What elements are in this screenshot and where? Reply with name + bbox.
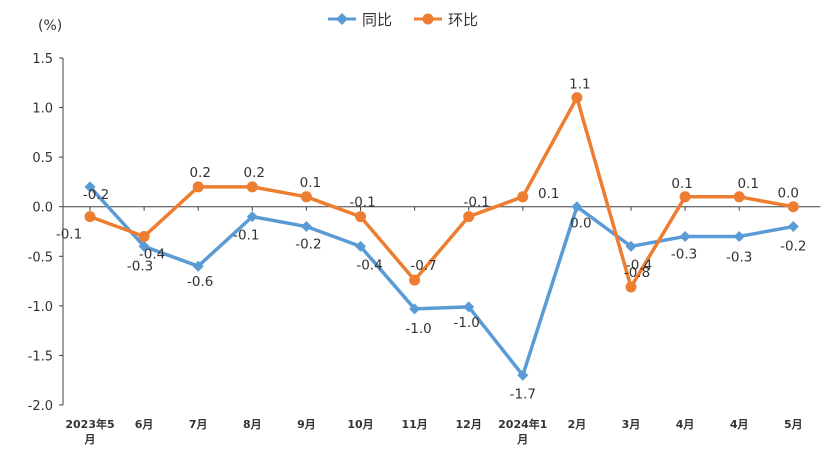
x-tick-label: 月: [84, 433, 96, 446]
x-tick-label: 2月: [568, 418, 587, 431]
data-label-yoy: 0.0: [570, 216, 591, 232]
x-tick-label: 10月: [347, 418, 373, 431]
data-label-yoy: -0.3: [726, 249, 752, 265]
data-point-circle: [300, 191, 312, 203]
data-point-diamond: [571, 201, 583, 213]
data-point-circle: [517, 191, 529, 203]
x-tick-label: 4月: [730, 418, 749, 431]
data-label-mom: 0.1: [671, 176, 692, 192]
data-point-diamond: [625, 240, 637, 252]
data-label-mom: 0.2: [244, 165, 265, 181]
data-label-yoy: -1.7: [510, 386, 536, 402]
series-layer: [84, 92, 799, 381]
y-unit-label: (%): [38, 18, 62, 34]
series-line-0: [88, 185, 794, 378]
data-point-diamond: [463, 301, 475, 313]
data-point-circle: [625, 281, 637, 293]
y-tick-label: -1.5: [28, 349, 53, 364]
data-point-circle: [787, 201, 799, 213]
x-tick-label: 月: [516, 433, 528, 446]
y-tick-label: 0.0: [32, 201, 53, 216]
data-label-mom: -0.4: [139, 246, 165, 262]
series-line-1: [89, 95, 794, 289]
data-point-diamond: [787, 221, 799, 233]
y-tick-label: -2.0: [28, 399, 53, 414]
data-point-diamond: [679, 230, 691, 242]
data-label-mom: 0.1: [300, 175, 321, 191]
data-label-yoy: -0.2: [780, 239, 806, 255]
x-tick-label: 8月: [243, 418, 262, 431]
x-tick-label: 6月: [135, 418, 154, 431]
data-label-yoy: -0.1: [233, 228, 259, 244]
data-point-circle: [355, 211, 366, 223]
data-point-circle: [138, 230, 150, 242]
data-point-circle: [192, 181, 204, 193]
data-label-mom: -0.1: [464, 195, 490, 211]
data-point-diamond: [84, 181, 96, 193]
data-label-yoy: -0.3: [127, 258, 153, 274]
x-tick-label: 2023年5: [65, 417, 114, 431]
data-label-yoy: -0.3: [671, 246, 697, 262]
data-point-circle: [733, 191, 745, 203]
data-point-diamond: [355, 240, 366, 252]
data-label-mom: -0.7: [410, 258, 436, 274]
data-point-diamond: [192, 260, 204, 272]
y-tick-label: 1.5: [32, 52, 53, 67]
data-label-mom: 0.2: [189, 165, 210, 181]
data-label-yoy: -1.0: [405, 321, 431, 337]
data-label-mom: 0.1: [737, 176, 758, 192]
data-label-yoy: -0.4: [356, 257, 382, 273]
x-tick-label: 2024年1: [498, 417, 547, 431]
data-point-diamond: [300, 221, 312, 233]
data-point-diamond: [409, 303, 421, 315]
data-point-circle: [463, 211, 475, 223]
x-tick-label: 3月: [622, 418, 641, 431]
y-tick-label: -0.5: [28, 250, 53, 265]
data-point-diamond: [517, 369, 529, 381]
legend-label: 环比: [448, 11, 478, 29]
data-point-circle: [679, 191, 691, 203]
data-label-mom: -0.1: [56, 227, 82, 243]
data-label-mom: 1.1: [569, 77, 590, 93]
x-tick-label: 4月: [676, 418, 695, 431]
axes: 1.5 1.0 0.5 0.0 -0.5 -1.0 -1.5 -2.0 2023年5 月 6月 7月 8…: [28, 52, 821, 446]
y-tick-label: -1.0: [28, 300, 53, 315]
data-label-yoy: -0.2: [83, 187, 109, 203]
data-label-mom: 0.1: [538, 186, 559, 202]
data-point-circle: [84, 211, 96, 223]
x-tick-label: 11月: [401, 418, 427, 431]
x-tick-label: 9月: [297, 418, 316, 431]
data-label-mom: 0.0: [778, 186, 799, 202]
legend-diamond-marker: [336, 13, 348, 25]
data-label-yoy: -0.4: [626, 257, 652, 273]
data-label-mom: -0.1: [349, 195, 375, 211]
data-point-diamond: [733, 230, 745, 242]
data-label-yoy: -1.0: [454, 315, 480, 331]
data-point-circle: [409, 274, 421, 286]
data-label-yoy: -0.2: [295, 237, 321, 253]
legend: 同比 环比: [328, 11, 478, 29]
data-label-yoy: -0.6: [187, 274, 213, 290]
data-point-circle: [571, 92, 583, 104]
data-label-mom: -0.8: [624, 265, 650, 281]
x-tick-label: 5月: [784, 418, 803, 431]
x-tick-label: 12月: [456, 418, 482, 431]
data-point-circle: [246, 181, 258, 193]
legend-label: 同比: [362, 11, 392, 29]
legend-circle-marker: [422, 13, 434, 25]
data-point-diamond: [246, 211, 258, 223]
data-point-diamond: [138, 240, 150, 252]
y-tick-label: 1.0: [32, 102, 53, 117]
y-tick-label: 0.5: [32, 151, 53, 166]
data-labels: -0.2 -0.3 -0.6 -0.1 -0.2 -0.4 -1.0 -1.0 -1.7 0.0 -…: [56, 77, 807, 403]
x-tick-label: 7月: [189, 418, 208, 431]
